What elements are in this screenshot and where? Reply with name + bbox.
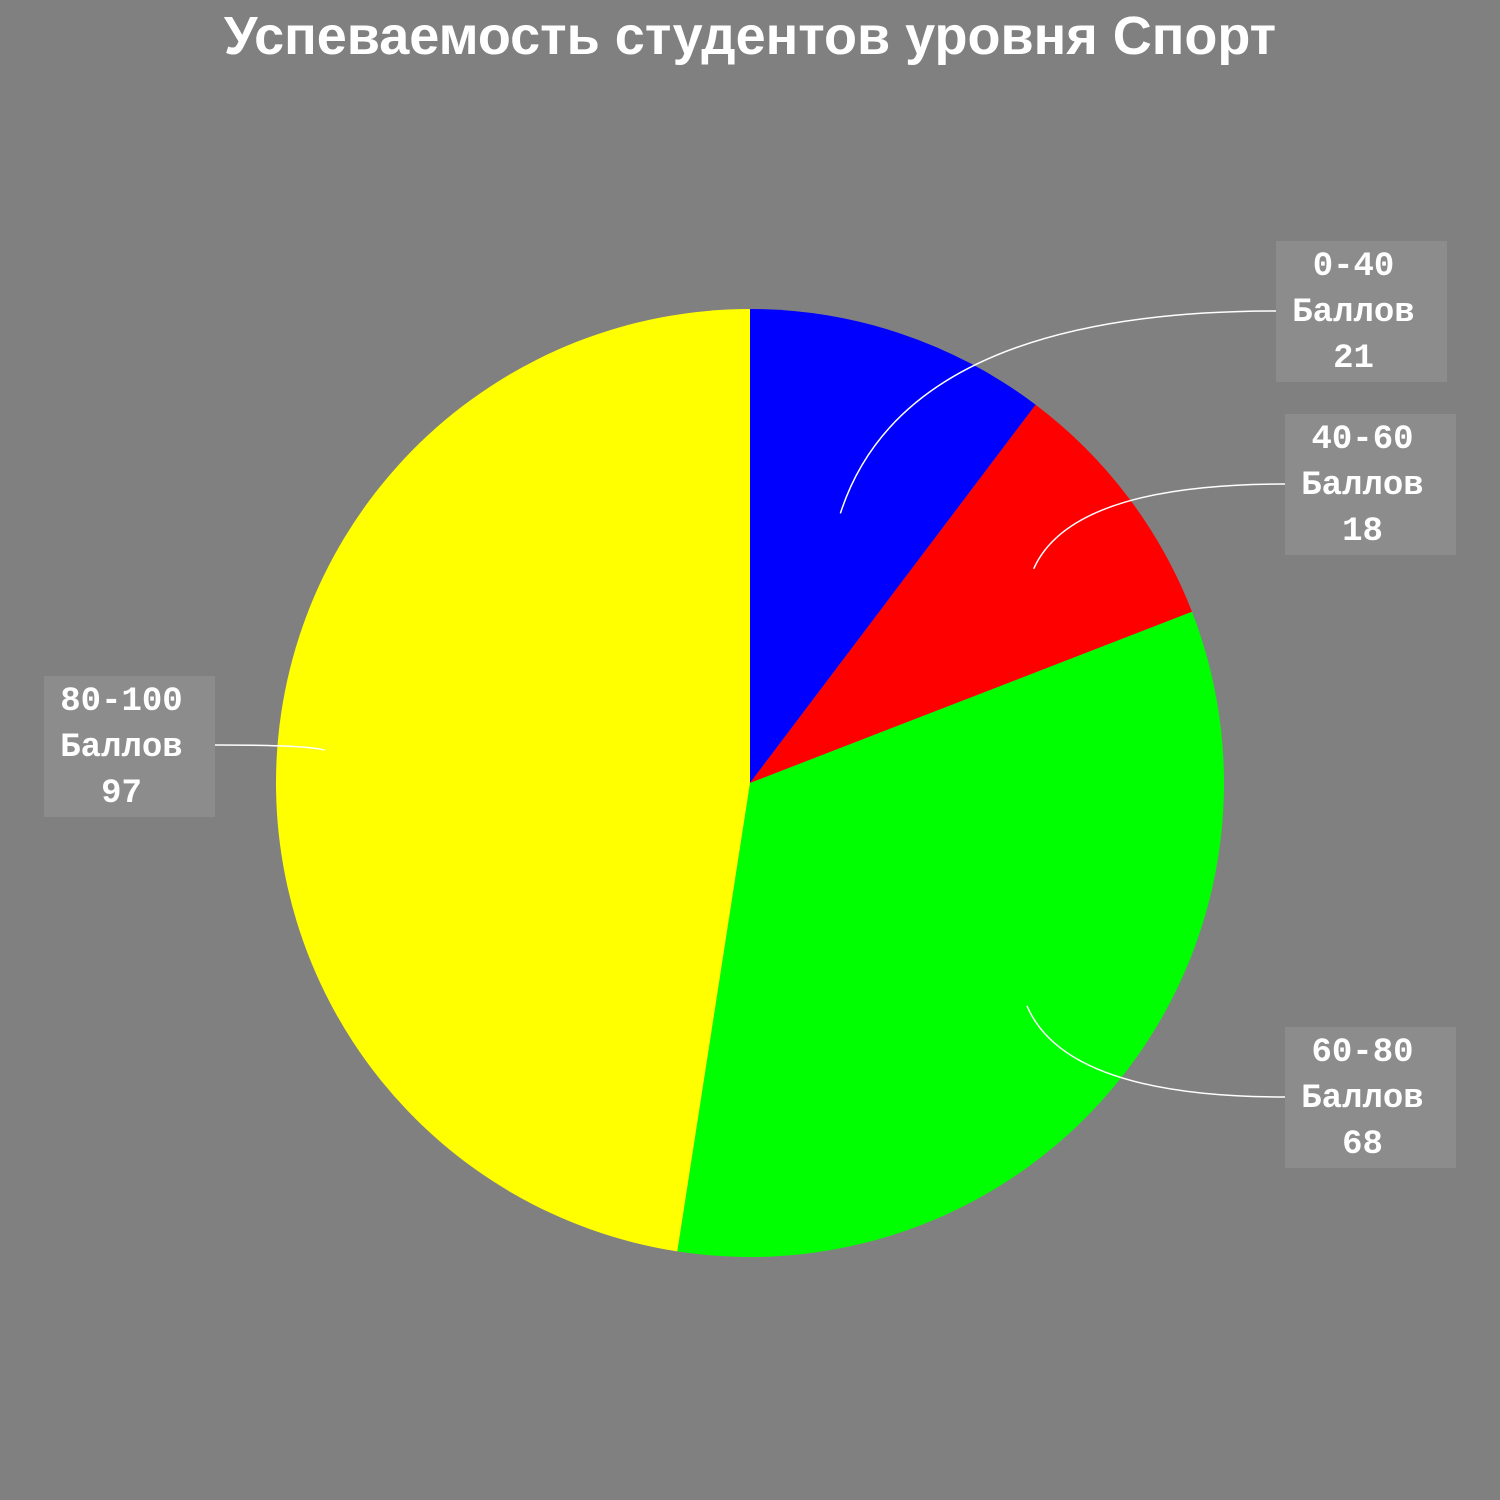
slice-category-label: 80-100 (60, 683, 182, 721)
slice-label-80-100: 80-100 Баллов 97 (44, 676, 215, 817)
slice-unit-label: Баллов (1292, 294, 1414, 332)
slice-label-box (44, 676, 215, 817)
slice-labels: 0-40 Баллов 21 40-60 Баллов 18 60-80 Баллов 68 80… (44, 241, 1456, 1168)
slice-value-label: 18 (1342, 513, 1383, 551)
slice-category-label: 0-40 (1313, 248, 1395, 286)
leader-line-40-60 (1033, 483, 1286, 570)
leader-line-80-100 (214, 744, 325, 751)
slice-label-60-80: 60-80 Баллов 68 (1285, 1027, 1456, 1168)
leader-line-0-40 (839, 310, 1277, 514)
slice-unit-label: Баллов (60, 729, 182, 767)
slice-label-box (1285, 414, 1456, 555)
leader-line-60-80 (1026, 1005, 1286, 1098)
slice-label-0-40: 0-40 Баллов 21 (1276, 241, 1447, 382)
slice-label-box (1276, 241, 1447, 382)
chart-title: Успеваемость студентов уровня Спорт (223, 6, 1277, 66)
slice-unit-label: Баллов (1301, 1080, 1423, 1118)
slice-unit-label: Баллов (1301, 467, 1423, 505)
pie-slice-80-100 (276, 309, 750, 1252)
pie-slice-40-60 (750, 404, 1192, 783)
slice-category-label: 60-80 (1311, 1034, 1413, 1072)
slice-label-40-60: 40-60 Баллов 18 (1285, 414, 1456, 555)
pie-slice-0-40 (750, 309, 1036, 783)
slice-value-label: 68 (1342, 1126, 1383, 1164)
pie-slices (276, 309, 1224, 1257)
slice-value-label: 21 (1333, 340, 1374, 378)
slice-category-label: 40-60 (1311, 421, 1413, 459)
pie-slice-60-80 (677, 611, 1224, 1257)
slice-label-box (1285, 1027, 1456, 1168)
slice-value-label: 97 (101, 775, 142, 813)
